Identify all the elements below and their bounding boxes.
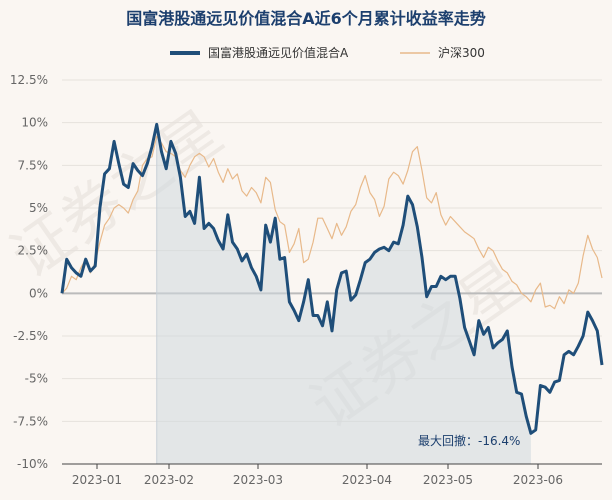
series-line-fund xyxy=(60,122,604,435)
y-tick-label: -10% xyxy=(17,457,48,471)
y-tick-label: 12.5% xyxy=(10,73,48,87)
drawdown-fill xyxy=(156,124,531,465)
x-tick-label: 2023-05 xyxy=(423,473,473,487)
x-tick-label: 2023-03 xyxy=(233,473,283,487)
legend-label-index: 沪深300 xyxy=(438,46,485,60)
y-tick-label: -5% xyxy=(25,372,48,386)
x-axis: 2023-01 2023-02 2023-03 2023-04 2023-05 2023-… xyxy=(62,463,602,487)
y-tick-label: -2.5% xyxy=(13,329,48,343)
series-line-hs300 xyxy=(61,135,603,310)
y-tick-label: 0% xyxy=(29,286,48,300)
x-tick-label: 2023-01 xyxy=(72,473,122,487)
y-axis-labels: 12.5% 10% 7.5% 5% 2.5% 0% -2.5% -5% -7.5% -10% xyxy=(10,73,48,471)
legend: 国富港股通远见价值混合A 沪深300 xyxy=(170,45,485,60)
x-tick-label: 2023-04 xyxy=(342,473,392,487)
chart-title: 国富港股通远见价值混合A近6个月累计收益率走势 xyxy=(126,9,486,28)
legend-label-fund: 国富港股通远见价值混合A xyxy=(208,45,349,60)
series-lines xyxy=(60,122,604,435)
y-tick-label: 2.5% xyxy=(18,244,49,258)
max-drawdown-label: 最大回撤：-16.4% xyxy=(418,433,520,448)
drawdown-area xyxy=(156,124,531,465)
y-tick-label: 10% xyxy=(21,116,48,130)
y-tick-label: 5% xyxy=(29,201,48,215)
x-tick-label: 2023-02 xyxy=(144,473,194,487)
y-tick-label: 7.5% xyxy=(18,158,49,172)
x-tick-label: 2023-06 xyxy=(513,473,563,487)
y-tick-label: -7.5% xyxy=(13,414,48,428)
